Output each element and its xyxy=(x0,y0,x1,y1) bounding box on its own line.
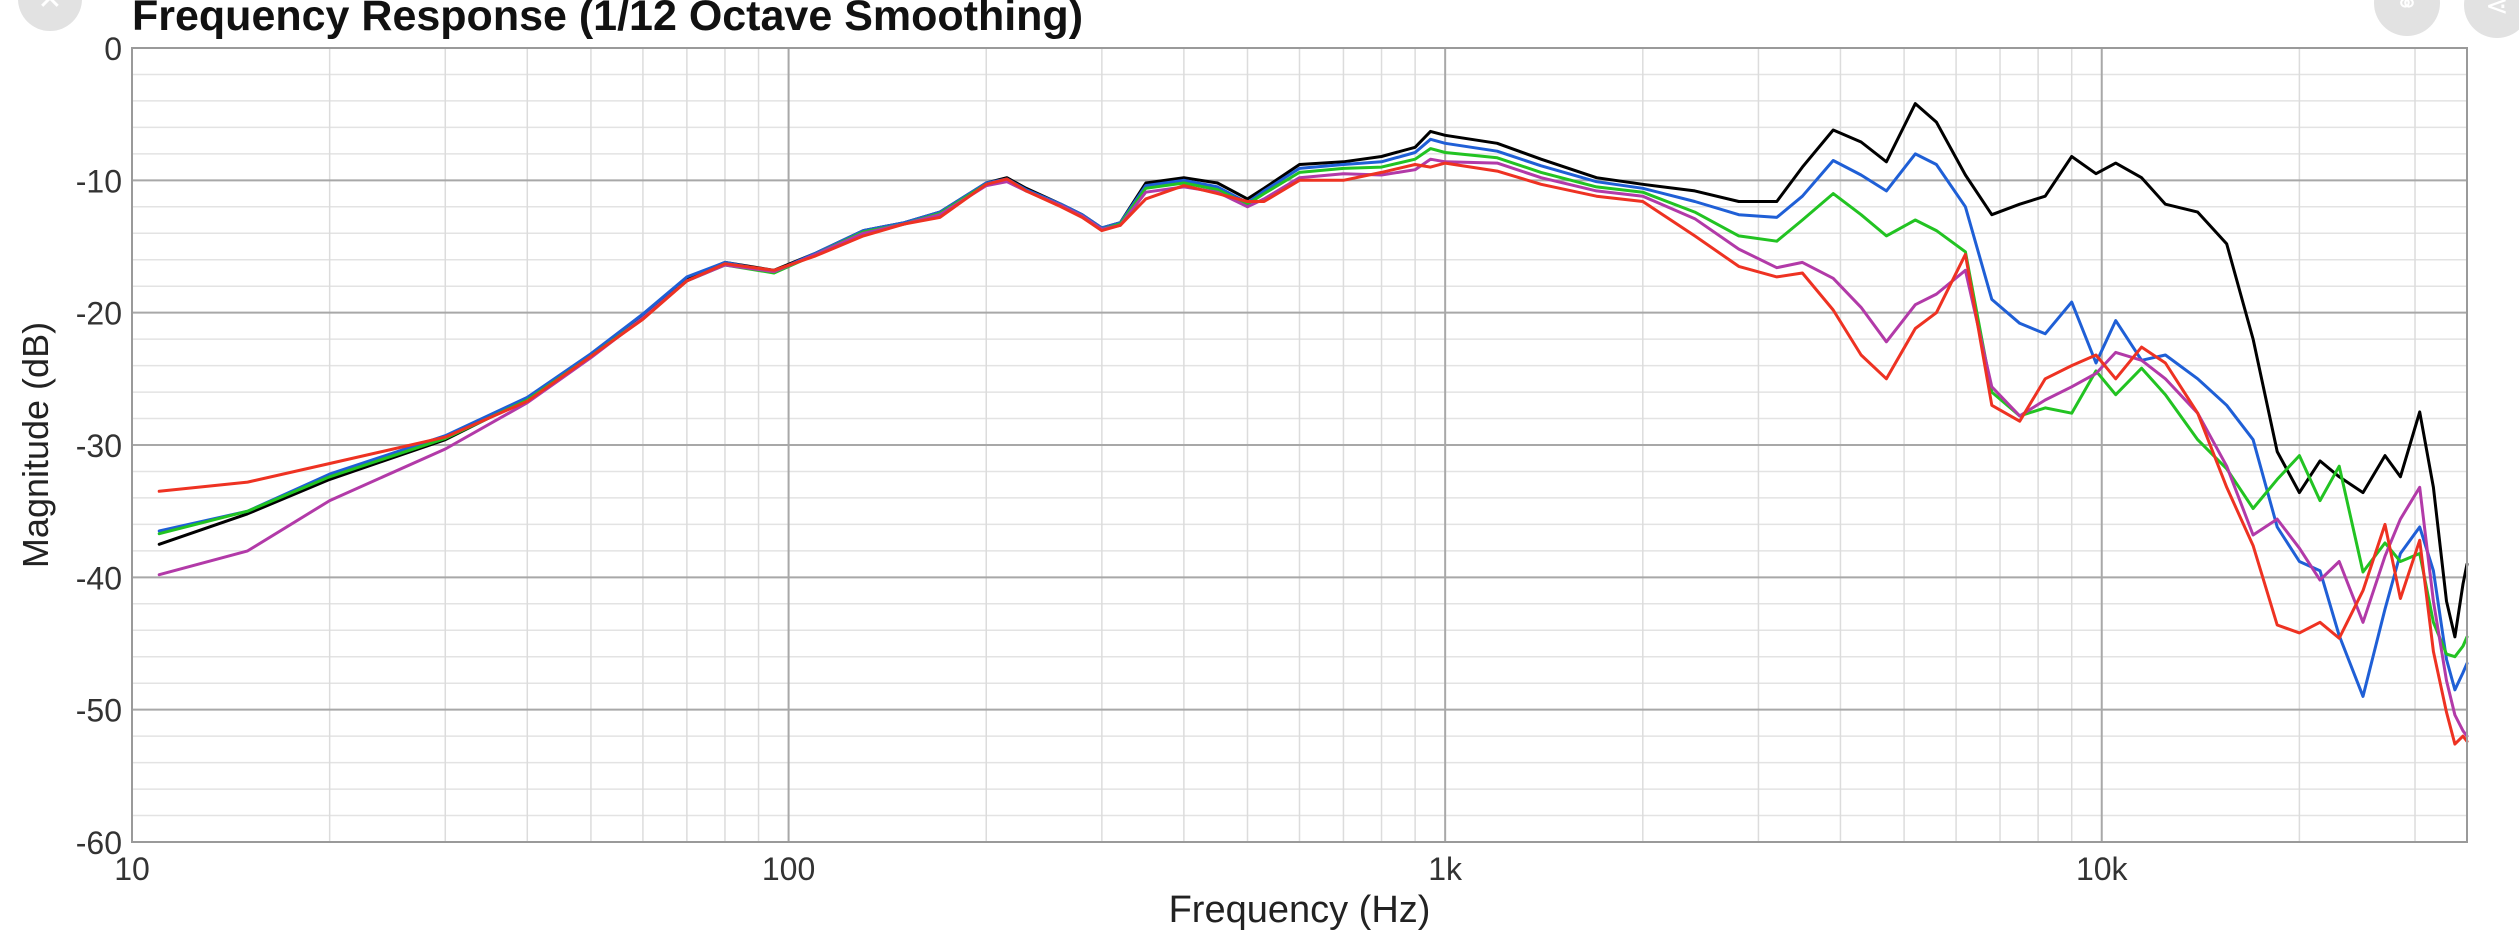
x-tick-labels: 10 100 1k 10k xyxy=(114,851,2128,887)
y-tick-label: -60 xyxy=(76,825,122,861)
y-tick-label: -10 xyxy=(76,163,122,199)
visual-search-icon: ⚭ xyxy=(2395,0,2419,20)
x-axis-label: Frequency (Hz) xyxy=(1169,889,1431,931)
y-tick-label: -30 xyxy=(76,428,122,464)
x-tick-label: 100 xyxy=(762,851,815,887)
y-axis-label: Magnitude (dB) xyxy=(15,322,56,568)
chart-title: Frequency Response (1/12 Octave Smoothin… xyxy=(132,0,1084,40)
close-icon: ✕ xyxy=(37,0,62,17)
y-tick-label: -20 xyxy=(76,296,122,332)
x-tick-label: 10 xyxy=(114,851,150,887)
plot-frame xyxy=(131,47,2468,843)
y-tick-label: 0 xyxy=(104,31,122,67)
series-line-4 xyxy=(157,157,2469,738)
series-line-3 xyxy=(157,147,2469,659)
x-tick-label: 1k xyxy=(1428,851,1463,887)
data-series xyxy=(157,102,2469,746)
x-tick-label: 10k xyxy=(2076,851,2129,887)
y-tick-label: -50 xyxy=(76,693,122,729)
series-line-5 xyxy=(157,161,2469,746)
share-icon: ⋖ xyxy=(2485,0,2509,22)
y-tick-label: -40 xyxy=(76,560,122,596)
y-tick-labels: 0 -10 -20 -30 -40 -50 -60 xyxy=(76,31,122,861)
